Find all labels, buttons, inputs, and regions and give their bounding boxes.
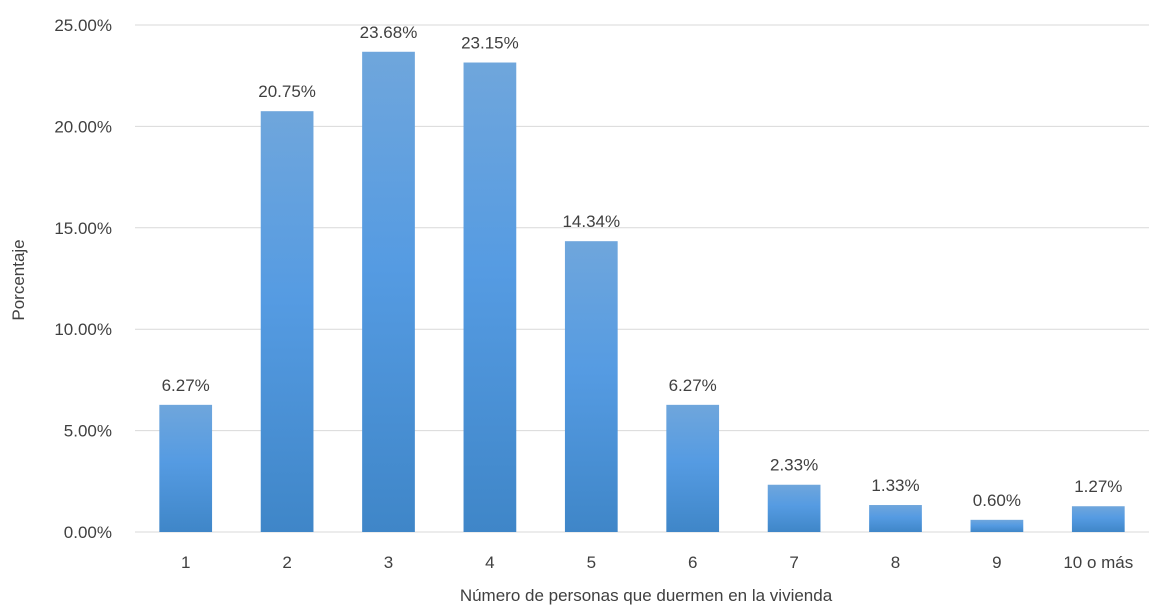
x-tick-label: 4: [485, 553, 494, 572]
x-tick-label: 8: [891, 553, 900, 572]
x-tick-label: 9: [992, 553, 1001, 572]
bar-value-label: 1.27%: [1074, 477, 1122, 496]
bar: [767, 484, 821, 532]
bar-value-label: 23.68%: [360, 23, 418, 42]
x-tick-label: 10 o más: [1063, 553, 1133, 572]
x-tick-label: 3: [384, 553, 393, 572]
bar: [970, 519, 1024, 532]
bar: [564, 241, 618, 532]
x-axis-tick-labels: 1 2 3 4 5 6 7 8 9 10 o más: [181, 553, 1133, 572]
data-labels: 6.27% 20.75% 23.68% 23.15% 14.34% 6.27% 2.33% 1…: [162, 23, 1123, 510]
bar-value-label: 20.75%: [258, 82, 316, 101]
x-tick-label: 2: [282, 553, 291, 572]
x-tick-label: 6: [688, 553, 697, 572]
y-tick-label: 10.00%: [54, 320, 112, 339]
y-tick-label: 25.00%: [54, 16, 112, 35]
bar: [260, 111, 314, 532]
bar-value-label: 0.60%: [973, 491, 1021, 510]
bar-value-label: 6.27%: [669, 376, 717, 395]
y-axis-tick-labels: 0.00% 5.00% 10.00% 15.00% 20.00% 25.00%: [54, 16, 112, 542]
x-tick-label: 5: [587, 553, 596, 572]
y-tick-label: 5.00%: [64, 422, 112, 441]
y-tick-label: 20.00%: [54, 117, 112, 136]
y-tick-label: 0.00%: [64, 523, 112, 542]
bar-value-label: 2.33%: [770, 456, 818, 475]
y-tick-label: 15.00%: [54, 219, 112, 238]
bar: [666, 404, 720, 532]
bar-value-label: 6.27%: [162, 376, 210, 395]
bar: [1071, 506, 1125, 532]
bar: [362, 51, 415, 533]
x-tick-label: 7: [789, 553, 798, 572]
x-tick-label: 1: [181, 553, 190, 572]
y-axis-title: Porcentaje: [9, 239, 28, 320]
bar-value-label: 23.15%: [461, 34, 519, 53]
bar-value-label: 1.33%: [871, 476, 919, 495]
bar: [159, 404, 213, 532]
bars: [159, 51, 1125, 533]
bar: [463, 62, 517, 532]
bar-value-label: 14.34%: [562, 212, 620, 231]
bar: [869, 505, 922, 532]
x-axis-title: Número de personas que duermen en la viv…: [460, 586, 833, 605]
